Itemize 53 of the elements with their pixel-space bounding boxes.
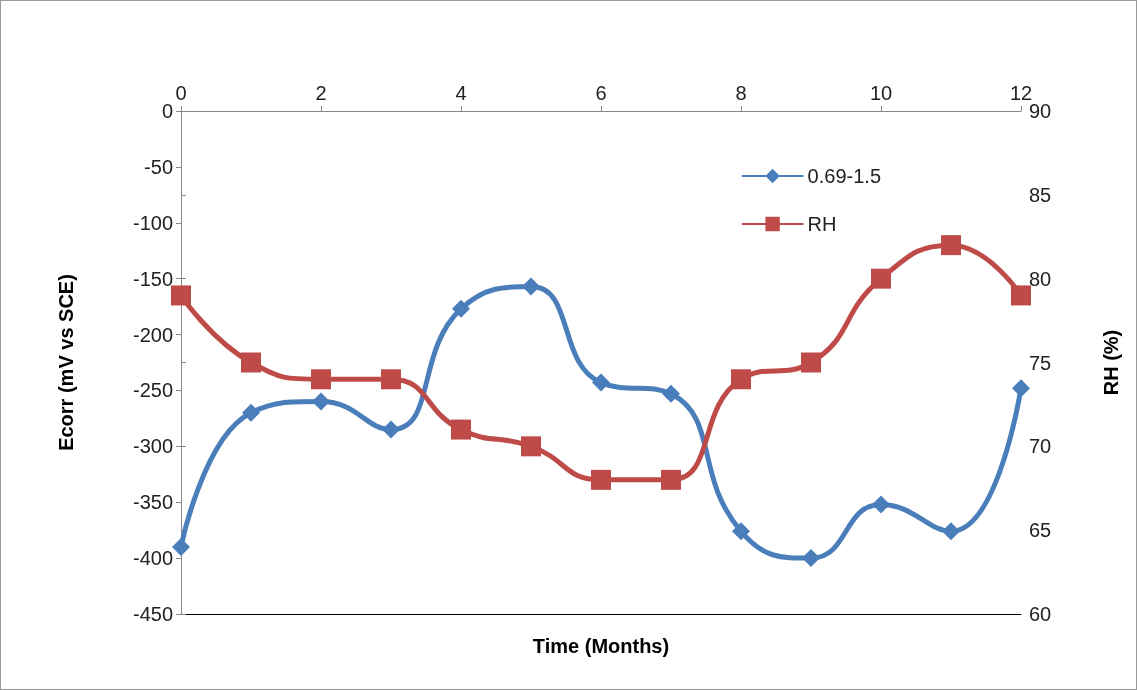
point [172,537,190,556]
point [171,285,191,306]
point [242,403,260,422]
point [592,373,610,392]
x-tick-label: 6 [595,82,607,104]
point [312,392,330,411]
y-tick-label: -350 [132,491,173,514]
point [381,369,401,390]
y2-tick-label: 60 [1029,603,1052,625]
legend-label: RH [807,213,837,235]
point [802,549,820,568]
point [731,369,751,390]
point [871,268,891,289]
y-axis-title: Ecorr (mV vs SCE) [55,274,77,451]
y-tick-label: -450 [132,603,173,625]
x-tick-label: 8 [735,82,747,104]
y-tick-label: -150 [132,267,173,290]
y2-tick-label: 70 [1029,435,1052,458]
x-tick-label: 2 [315,82,327,104]
point [1012,379,1030,398]
y-tick-label: -200 [132,323,173,346]
point [521,436,541,457]
y2-tick-label: 75 [1029,351,1052,374]
point [452,299,470,318]
point [732,522,750,541]
y-tick-label: -100 [132,211,173,234]
y2-tick-label: 80 [1029,267,1052,290]
legend-label: 0.69-1.5 [807,165,881,187]
x-tick-label: 0 [175,82,187,104]
y-tick-label: -400 [132,547,173,570]
point [1011,285,1031,306]
y-tick-label: -300 [132,435,173,458]
point [662,384,680,403]
y2-tick-label: 85 [1029,183,1052,206]
x-tick-label: 10 [869,82,893,104]
point [942,522,960,541]
y2-axis-title: RH (%) [1100,329,1122,396]
y-tick-label: -250 [132,379,173,402]
point [591,469,611,490]
point [241,352,261,373]
point [451,419,471,440]
point [872,495,890,514]
x-tick-label: 4 [455,82,467,104]
y-tick-label: 0 [161,100,173,122]
point [801,352,821,373]
point [311,369,331,390]
x-axis-title: Time (Months) [532,635,670,657]
point [522,277,540,296]
point [941,235,961,256]
y-tick-label: -50 [144,155,173,178]
point [382,420,400,439]
y2-tick-label: 65 [1029,519,1052,542]
point [661,469,681,490]
